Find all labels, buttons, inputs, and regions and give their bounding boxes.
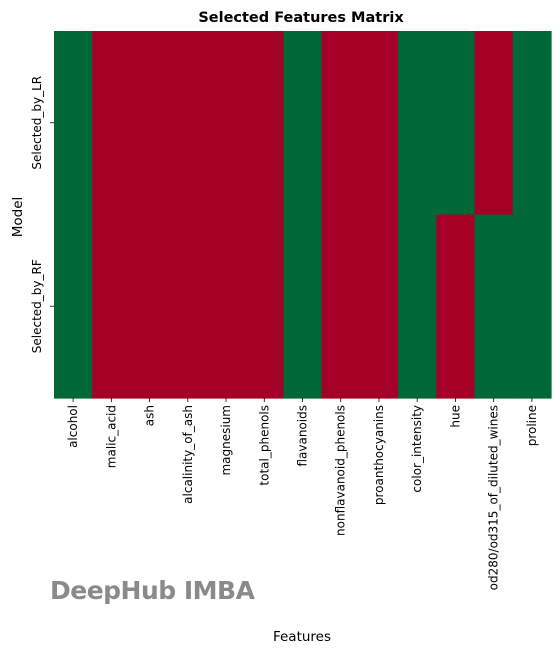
x-tick-label: color_intensity [410, 405, 424, 493]
heatmap-cell [245, 31, 284, 216]
y-tick-label: Selected_by_LR [30, 76, 44, 170]
heatmap-cell [130, 31, 170, 216]
heatmap-cell [359, 214, 399, 399]
x-tick-label: magnesium [219, 405, 233, 476]
heatmap-cell [321, 31, 361, 216]
x-tick-label: nonflavanoid_phenols [334, 405, 348, 536]
heatmap-cell [54, 214, 93, 399]
heatmap-cells [54, 31, 552, 399]
x-tick-label: hue [448, 405, 462, 428]
heatmap-cell [206, 214, 246, 399]
heatmap-cell [436, 31, 476, 216]
x-tick-label: alcohol [66, 405, 80, 448]
x-tick-label: flavanoids [296, 405, 310, 467]
x-tick-label: od280/od315_of_diluted_wines [487, 405, 501, 590]
x-axis-label: Features [273, 629, 331, 645]
heatmap-cell [283, 31, 323, 216]
heatmap-cell [474, 214, 514, 399]
watermark-logo: DeepHub IMBA [50, 576, 256, 605]
heatmap-cell [54, 31, 93, 216]
x-tick-label: alcalinity_of_ash [181, 405, 195, 504]
x-tick-label: malic_acid [104, 405, 118, 468]
heatmap-cell [130, 214, 170, 399]
y-axis-ticks: Selected_by_LR Selected_by_RF [30, 76, 54, 353]
heatmap-cell [474, 31, 514, 216]
heatmap-cell [436, 214, 476, 399]
heatmap-cell [92, 31, 132, 216]
heatmap-cell [168, 214, 208, 399]
y-axis-label: Model [10, 197, 26, 238]
x-tick-label: proanthocyanins [372, 405, 386, 505]
chart-title: Selected Features Matrix [198, 10, 404, 26]
heatmap-cell [398, 31, 437, 216]
x-tick-label: total_phenols [257, 405, 271, 486]
heatmap-cell [512, 31, 552, 216]
heatmap-cell [512, 214, 552, 399]
heatmap-cell [398, 214, 437, 399]
heatmap-cell [92, 214, 132, 399]
heatmap-cell [168, 31, 208, 216]
x-tick-label: proline [525, 405, 539, 446]
x-axis-ticks: alcohol malic_acid ash alcalinity_of_ash mag… [66, 398, 539, 590]
heatmap-cell [321, 214, 361, 399]
x-tick-label: ash [143, 405, 157, 426]
heatmap-cell [206, 31, 246, 216]
y-tick-label: Selected_by_RF [30, 259, 44, 353]
heatmap-cell [245, 214, 284, 399]
heatmap-cell [283, 214, 323, 399]
heatmap-cell [359, 31, 399, 216]
